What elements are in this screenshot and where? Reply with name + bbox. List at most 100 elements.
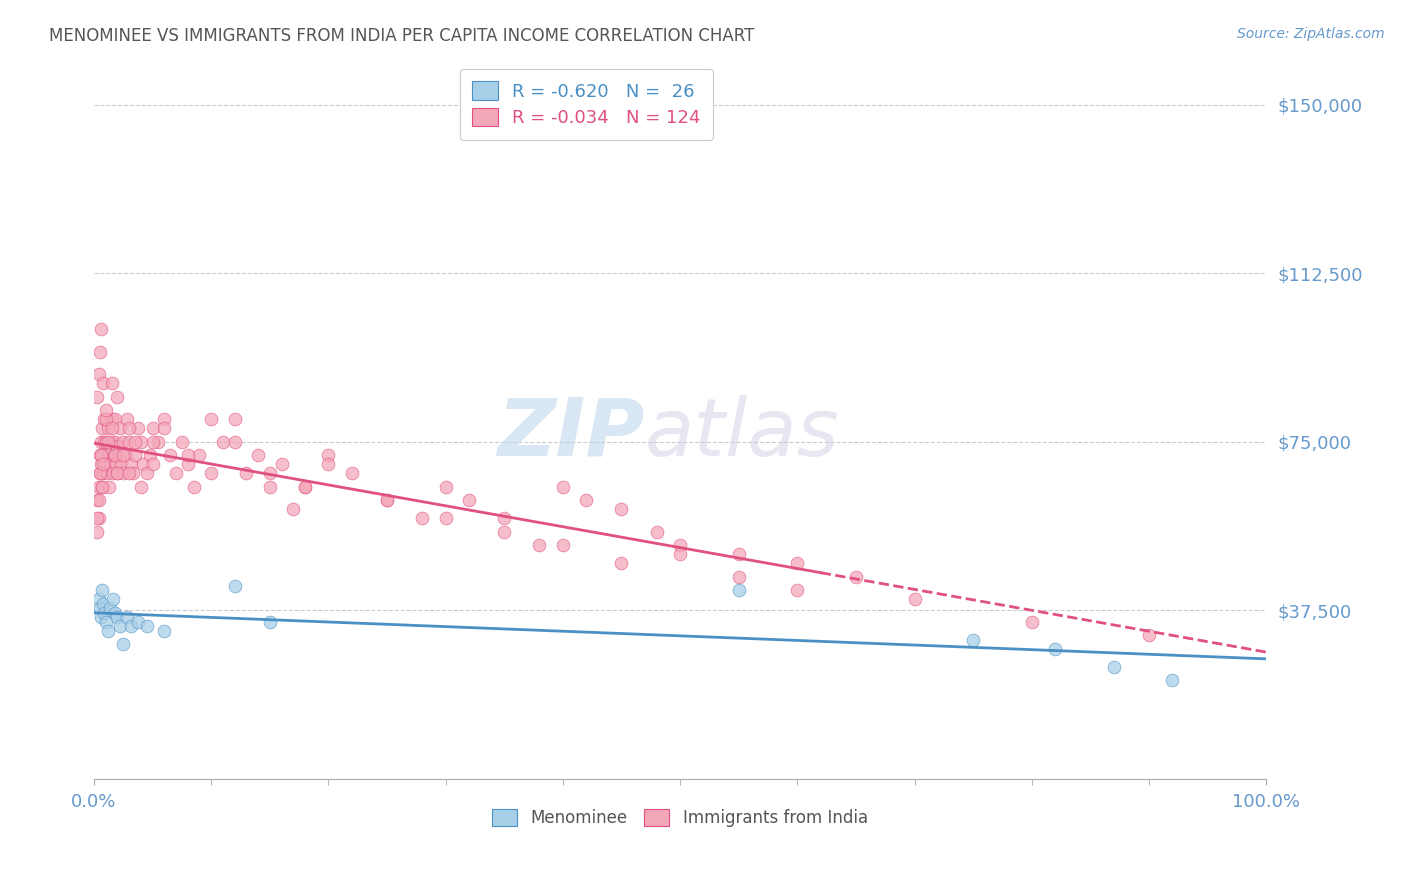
Point — [91, 583, 114, 598]
Point — [610, 502, 633, 516]
Point — [727, 547, 749, 561]
Point — [100, 376, 122, 391]
Point — [93, 412, 115, 426]
Point — [89, 344, 111, 359]
Point — [112, 637, 135, 651]
Point — [91, 376, 114, 391]
Point — [165, 467, 187, 481]
Point — [97, 448, 120, 462]
Point — [645, 524, 668, 539]
Point — [90, 448, 112, 462]
Point — [100, 434, 122, 449]
Point — [86, 511, 108, 525]
Point — [188, 448, 211, 462]
Point — [98, 601, 121, 615]
Text: Source: ZipAtlas.com: Source: ZipAtlas.com — [1237, 27, 1385, 41]
Point — [845, 569, 868, 583]
Point — [118, 421, 141, 435]
Point — [141, 434, 163, 449]
Point — [434, 511, 457, 525]
Point — [86, 493, 108, 508]
Point — [90, 434, 112, 449]
Point — [224, 412, 246, 426]
Point — [89, 448, 111, 462]
Point — [786, 583, 808, 598]
Point — [121, 467, 143, 481]
Legend: Menominee, Immigrants from India: Menominee, Immigrants from India — [484, 800, 876, 835]
Point — [135, 467, 157, 481]
Point — [318, 448, 340, 462]
Point — [153, 624, 176, 638]
Point — [97, 624, 120, 638]
Point — [100, 421, 122, 435]
Point — [1137, 628, 1160, 642]
Point — [114, 448, 136, 462]
Point — [91, 457, 114, 471]
Point — [94, 457, 117, 471]
Point — [87, 368, 110, 382]
Point — [96, 467, 118, 481]
Point — [98, 480, 121, 494]
Point — [259, 615, 281, 629]
Point — [90, 457, 112, 471]
Point — [89, 601, 111, 615]
Point — [132, 457, 155, 471]
Point — [551, 538, 574, 552]
Point — [97, 421, 120, 435]
Point — [103, 448, 125, 462]
Point — [108, 619, 131, 633]
Point — [112, 448, 135, 462]
Point — [200, 467, 222, 481]
Point — [283, 502, 305, 516]
Point — [90, 610, 112, 624]
Point — [1045, 641, 1067, 656]
Text: atlas: atlas — [645, 394, 839, 473]
Point — [105, 467, 128, 481]
Point — [141, 421, 163, 435]
Point — [551, 480, 574, 494]
Point — [104, 412, 127, 426]
Point — [903, 592, 925, 607]
Point — [86, 524, 108, 539]
Point — [247, 448, 270, 462]
Point — [139, 448, 162, 462]
Point — [375, 493, 398, 508]
Point — [200, 412, 222, 426]
Point — [129, 434, 152, 449]
Point — [105, 439, 128, 453]
Point — [669, 538, 692, 552]
Point — [340, 467, 363, 481]
Point — [97, 434, 120, 449]
Point — [212, 434, 235, 449]
Point — [141, 457, 163, 471]
Point — [259, 467, 281, 481]
Point — [669, 547, 692, 561]
Point — [91, 421, 114, 435]
Point — [494, 511, 516, 525]
Point — [101, 592, 124, 607]
Point — [105, 610, 128, 624]
Point — [112, 467, 135, 481]
Point — [91, 480, 114, 494]
Point — [98, 457, 121, 471]
Point — [1021, 615, 1043, 629]
Point — [105, 467, 128, 481]
Point — [87, 493, 110, 508]
Point — [87, 480, 110, 494]
Point — [159, 448, 181, 462]
Point — [112, 434, 135, 449]
Point — [148, 434, 170, 449]
Point — [91, 448, 114, 462]
Point — [1161, 673, 1184, 687]
Point — [458, 493, 481, 508]
Point — [177, 457, 200, 471]
Point — [91, 597, 114, 611]
Point — [104, 606, 127, 620]
Point — [94, 434, 117, 449]
Point — [727, 569, 749, 583]
Point — [294, 480, 316, 494]
Point — [120, 619, 142, 633]
Point — [87, 511, 110, 525]
Point — [575, 493, 598, 508]
Point — [89, 467, 111, 481]
